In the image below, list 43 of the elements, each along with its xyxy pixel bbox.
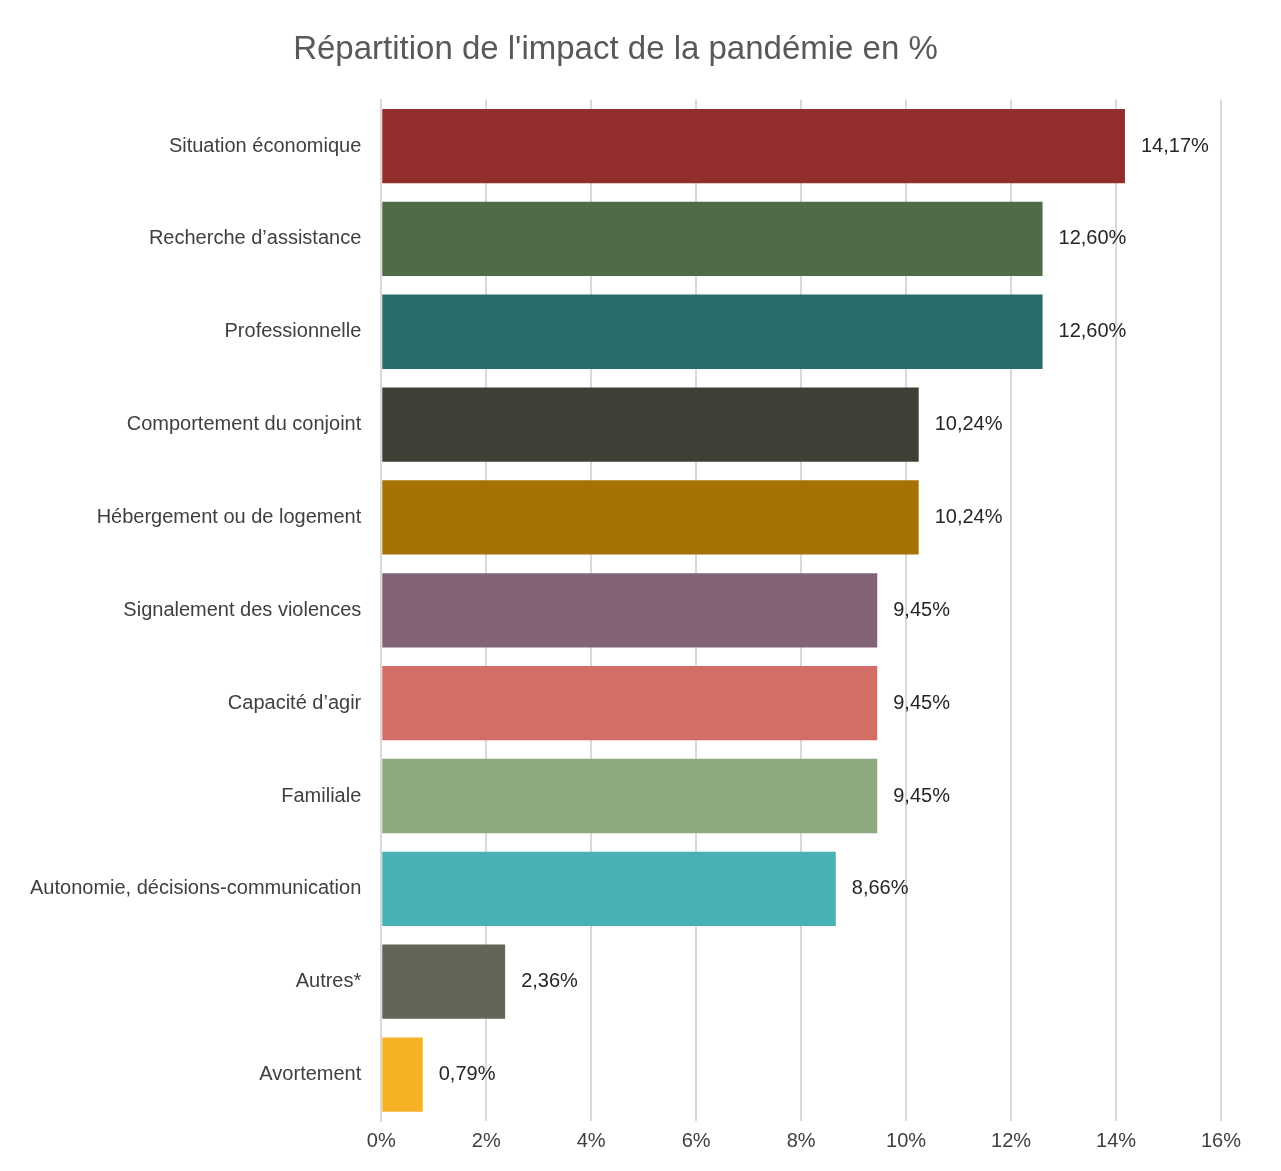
data-label: 10,24%: [934, 504, 1003, 527]
data-label: 9,45%: [893, 690, 951, 713]
y-tick-label: Comportement du conjoint: [126, 412, 362, 435]
y-tick-label: Autonomie, décisions-communication: [29, 876, 362, 899]
y-tick-label: Autres*: [295, 969, 362, 992]
y-tick-label: Hébergement ou de logement: [96, 504, 362, 527]
y-tick-label: Situation économique: [168, 133, 362, 156]
x-tick-label: 16%: [1200, 1128, 1242, 1151]
x-tick-label: 2%: [471, 1128, 501, 1151]
bar: [382, 666, 878, 741]
data-label: 9,45%: [893, 783, 951, 806]
y-tick-label: Capacité d’agir: [227, 690, 362, 713]
data-label: 8,66%: [851, 876, 909, 899]
bar: [382, 387, 919, 462]
data-label: 10,24%: [934, 412, 1003, 435]
bar: [382, 758, 878, 834]
bar: [382, 294, 1043, 369]
bar: [382, 201, 1043, 277]
data-label: 12,60%: [1058, 226, 1127, 249]
data-label: 14,17%: [1140, 133, 1209, 156]
x-tick-label: 10%: [886, 1128, 927, 1151]
y-tick-label: Recherche d’assistance: [148, 226, 362, 249]
data-label: 0,79%: [438, 1062, 496, 1085]
y-tick-label: Signalement des violences: [123, 597, 362, 620]
chart-title: Répartition de l'impact de la pandémie en %: [293, 28, 938, 66]
bar: [382, 1037, 423, 1112]
data-label: 12,60%: [1058, 319, 1127, 342]
data-label: 9,45%: [893, 597, 951, 620]
y-tick-label: Avortement: [259, 1062, 362, 1085]
bar: [382, 573, 878, 648]
x-tick-label: 0%: [366, 1128, 396, 1151]
bar: [382, 108, 1125, 184]
x-tick-label: 12%: [991, 1128, 1032, 1151]
bar: [382, 480, 919, 555]
data-label: 2,36%: [521, 969, 579, 992]
x-tick-label: 8%: [786, 1128, 816, 1151]
bar: [382, 944, 506, 1019]
x-tick-label: 14%: [1096, 1128, 1137, 1151]
bar: [382, 851, 836, 927]
x-tick-label: 4%: [576, 1128, 606, 1151]
y-tick-label: Professionnelle: [224, 319, 362, 342]
x-tick-label: 6%: [681, 1128, 711, 1151]
y-tick-label: Familiale: [281, 783, 362, 806]
